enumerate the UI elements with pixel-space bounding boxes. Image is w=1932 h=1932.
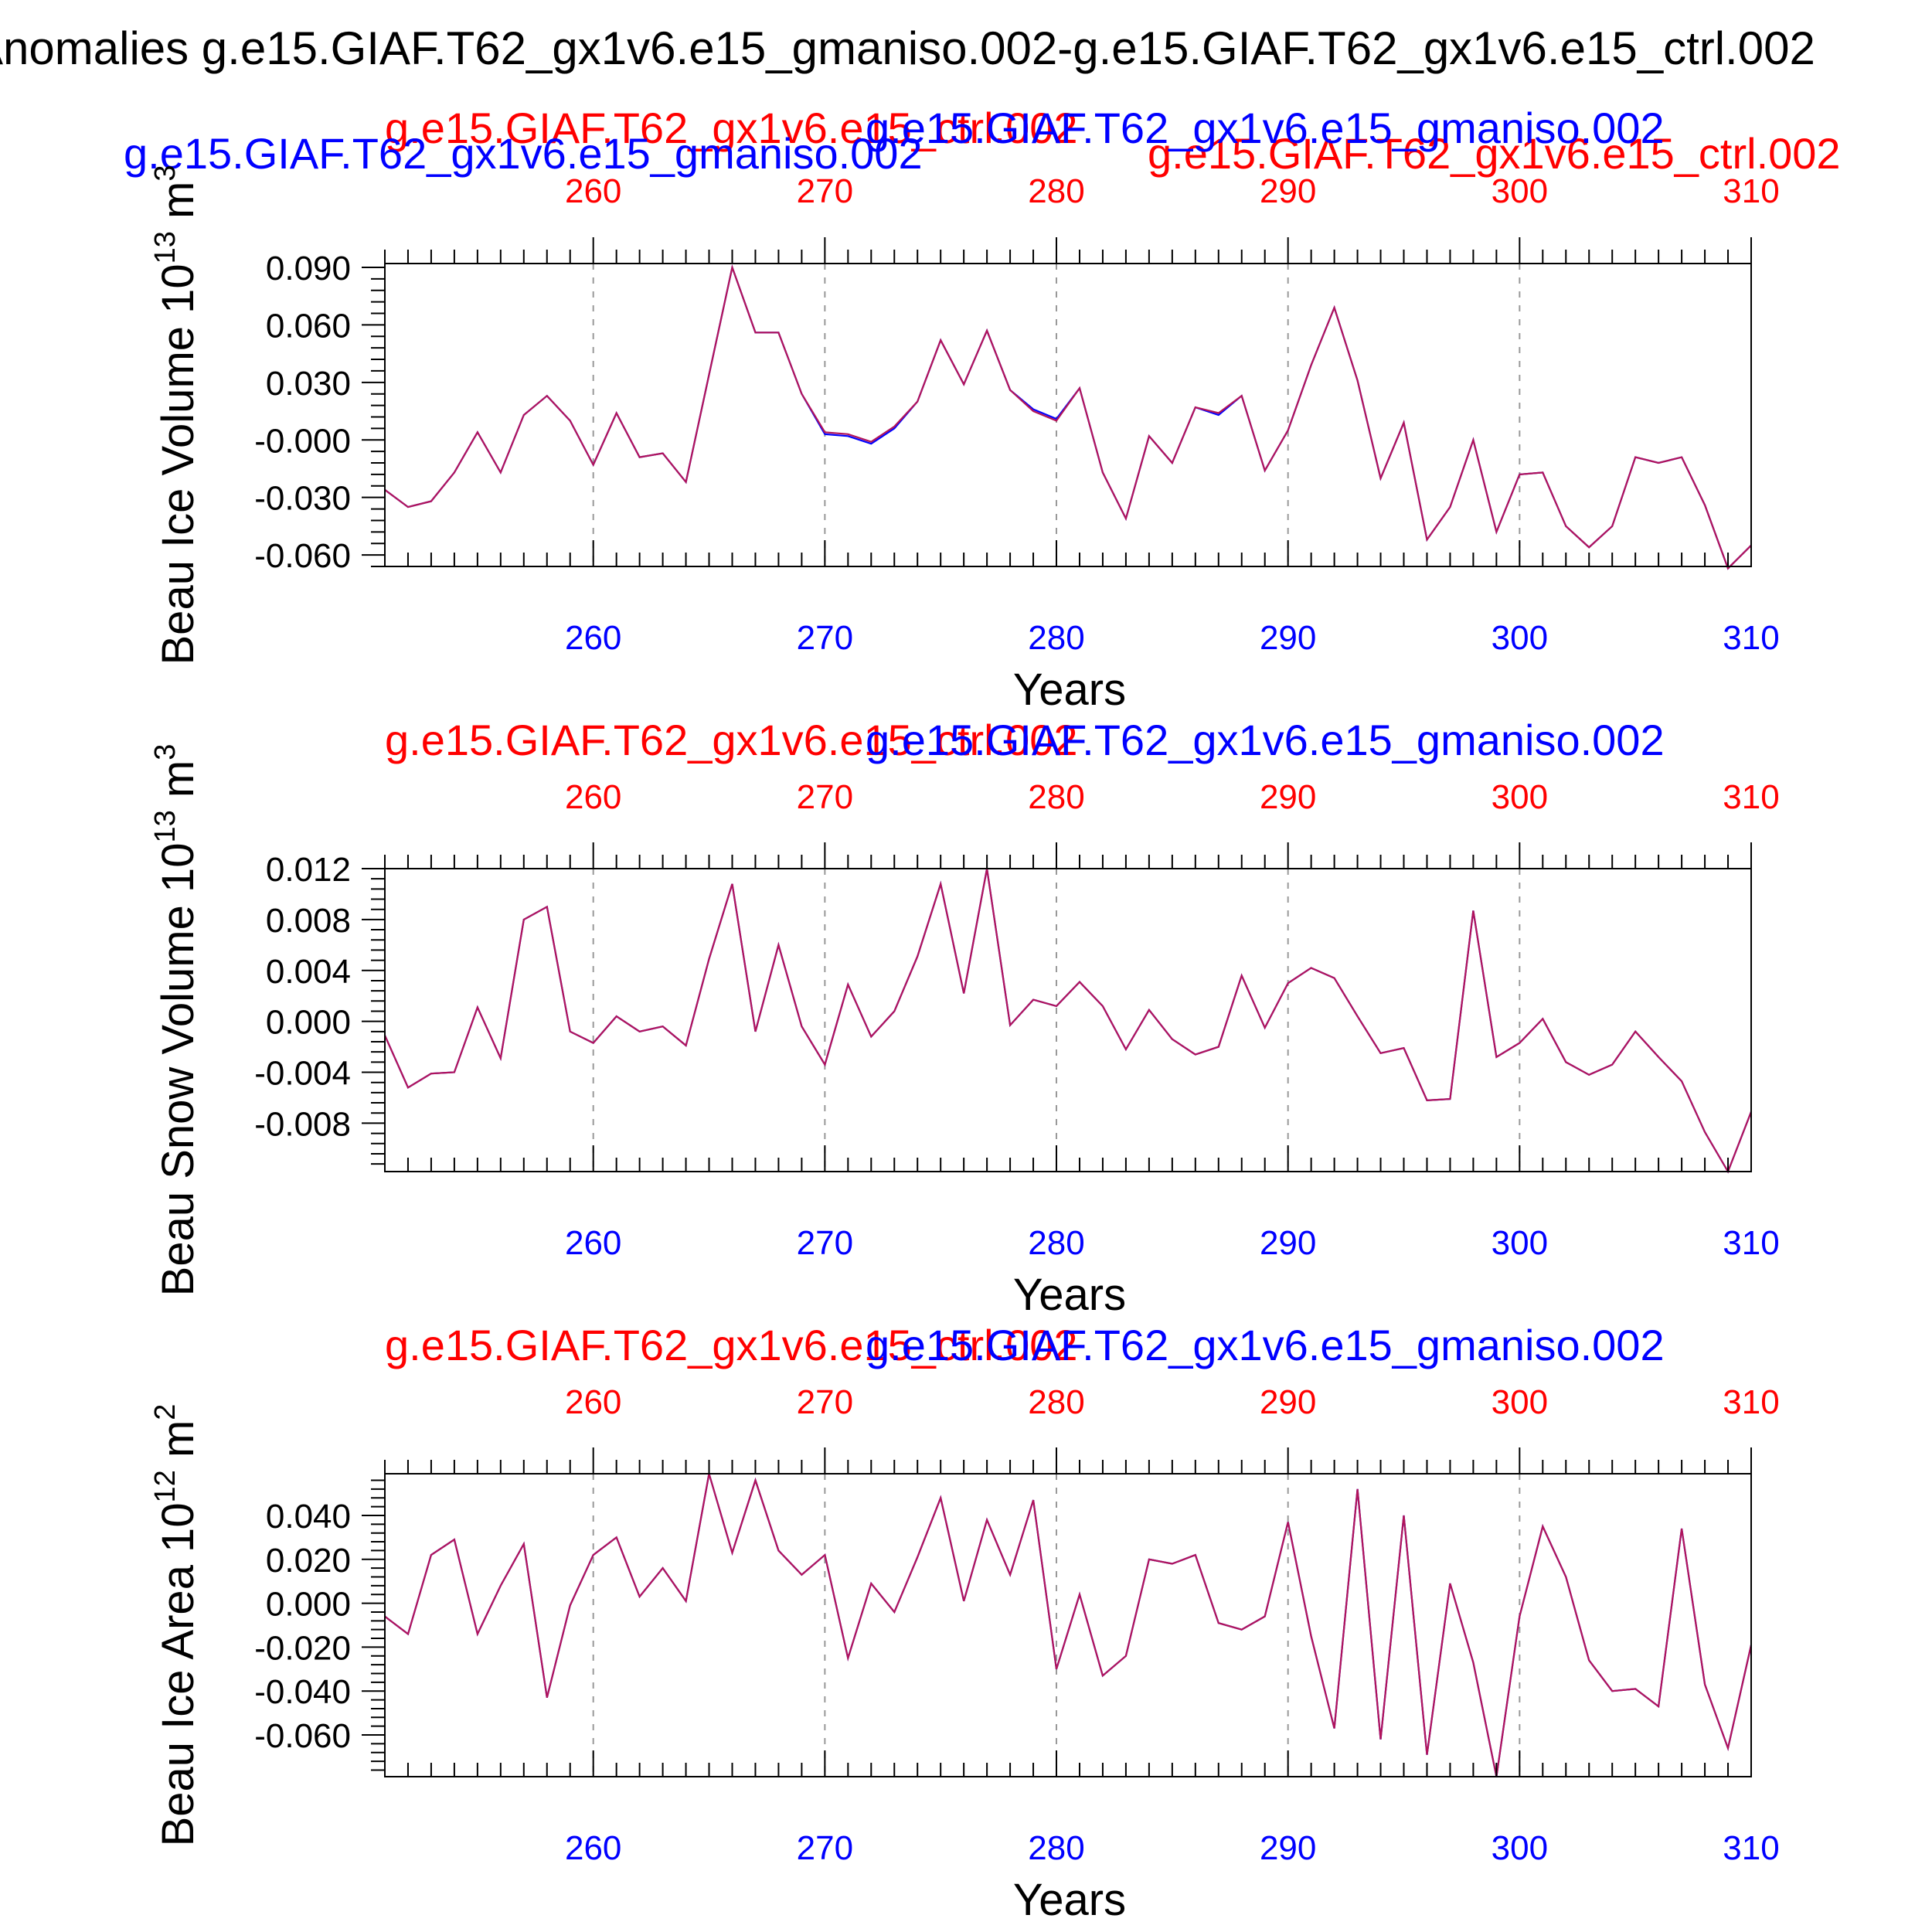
series-line-ctrl (384, 1473, 1753, 1777)
x-tick-label-top: 270 (797, 1383, 853, 1421)
y-tick-label: 0.000 (266, 1586, 351, 1624)
y-tick-label: -0.000 (254, 422, 351, 460)
x-tick-label-top: 270 (797, 778, 853, 816)
series-label-ctrl-extra: g.e15.GIAF.T62_gx1v6.e15_ctrl.002 (1148, 129, 1841, 178)
x-tick-label-top: 280 (1028, 778, 1084, 816)
x-tick-label-bottom: 270 (797, 1224, 853, 1262)
y-tick-label: 0.020 (266, 1542, 351, 1580)
x-tick-label-bottom: 290 (1260, 1224, 1316, 1262)
series-label-gmaniso: g.e15.GIAF.T62_gx1v6.e15_gmaniso.002 (124, 129, 923, 178)
y-tick-label: -0.060 (254, 537, 351, 575)
chart-panel-3: 0.040 0.020 0.000 -0.020 -0.040 -0.060 260 260 2… (149, 1321, 1780, 1925)
series-line-ctrl (383, 868, 1753, 1174)
x-tick-label-top: 290 (1260, 778, 1316, 816)
x-axis-label: Years (1013, 665, 1126, 715)
y-axis-label-exponent: 13 (149, 231, 182, 264)
y-tick-label: 0.060 (266, 307, 351, 345)
series-label-ctrl: g.e15.GIAF.T62_gx1v6.e15_ctrl.002 (385, 104, 1078, 152)
y-axis-label: Beau Snow Volume 1013 m3 (149, 744, 203, 1297)
x-tick-label-bottom: 270 (797, 1829, 853, 1867)
x-tick-label-top: 300 (1492, 778, 1548, 816)
x-tick-label-top: 310 (1723, 172, 1779, 210)
y-tick-label: -0.060 (254, 1717, 351, 1755)
y-tick-label: 0.000 (266, 1004, 351, 1042)
y-axis-label: Beau Ice Area 1012 m2 (149, 1404, 203, 1847)
series-line-ctrl (384, 264, 1752, 570)
x-tick-label-bottom: 260 (565, 1224, 621, 1262)
x-tick-label-bottom: 260 (565, 1829, 621, 1867)
x-tick-label-top: 300 (1492, 1383, 1548, 1421)
y-tick-label: 0.030 (266, 365, 351, 403)
chart-panel-2: 0.012 0.008 0.004 0.000 -0.004 -0.008 260 260 27… (149, 716, 1780, 1320)
x-tick-label-bottom: 280 (1028, 1224, 1084, 1262)
chart-panel-1: 0.090 0.060 0.030 -0.000 -0.030 -0.060 260 260 2… (124, 104, 1841, 715)
x-tick-label-bottom: 260 (565, 619, 621, 657)
x-tick-label-top: 300 (1492, 172, 1548, 210)
y-tick-label: 0.012 (266, 851, 351, 889)
y-axis-label-text: Beau Ice Area 10 (153, 1502, 203, 1846)
series-label-gmaniso: g.e15.GIAF.T62_gx1v6.e15_gmaniso.002 (866, 1321, 1665, 1369)
y-tick-label: -0.008 (254, 1105, 351, 1143)
y-tick-label: 0.090 (266, 250, 351, 287)
series-line-gmaniso (384, 264, 1752, 570)
x-tick-label-bottom: 270 (797, 619, 853, 657)
y-tick-label: -0.020 (254, 1629, 351, 1667)
y-axis-label-power: 3 (149, 165, 182, 182)
page-title: Anomalies g.e15.GIAF.T62_gx1v6.e15_gmani… (0, 22, 1815, 74)
y-axis-label-unit: m (153, 760, 203, 810)
x-tick-label-top: 260 (565, 778, 621, 816)
series-label-ctrl: g.e15.GIAF.T62_gx1v6.e15_ctrl.002 (385, 1321, 1078, 1369)
y-tick-label: -0.040 (254, 1673, 351, 1711)
x-tick-label-bottom: 300 (1492, 619, 1548, 657)
series-line-gmaniso (383, 868, 1753, 1174)
series-label-ctrl: g.e15.GIAF.T62_gx1v6.e15_ctrl.002 (385, 716, 1078, 764)
x-axis-label: Years (1013, 1875, 1126, 1925)
series-label-gmaniso: g.e15.GIAF.T62_gx1v6.e15_gmaniso.002 (866, 716, 1665, 764)
plot-frame (384, 868, 1752, 1172)
x-tick-label-top: 310 (1723, 778, 1779, 816)
y-tick-label: 0.040 (266, 1498, 351, 1536)
x-tick-label-bottom: 290 (1260, 1829, 1316, 1867)
x-tick-label-bottom: 290 (1260, 619, 1316, 657)
y-axis-label-exponent: 13 (149, 810, 182, 842)
x-tick-label-bottom: 300 (1492, 1829, 1548, 1867)
y-axis-label-unit: m (153, 182, 203, 231)
x-tick-label-top: 280 (1028, 1383, 1084, 1421)
x-tick-label-top: 310 (1723, 1383, 1779, 1421)
x-tick-label-bottom: 280 (1028, 619, 1084, 657)
x-tick-label-top: 270 (797, 172, 853, 210)
series-label-gmaniso-extra: g.e15.GIAF.T62_gx1v6.e15_gmaniso.002 (866, 104, 1665, 152)
x-tick-label-bottom: 310 (1723, 1224, 1779, 1262)
x-tick-label-bottom: 310 (1723, 1829, 1779, 1867)
x-tick-label-top: 260 (565, 172, 621, 210)
y-axis-label: Beau Ice Volume 1013 m3 (149, 165, 203, 665)
x-tick-label-bottom: 280 (1028, 1829, 1084, 1867)
y-tick-label: 0.008 (266, 902, 351, 940)
y-axis-label-power: 3 (149, 744, 182, 760)
plot-frame (384, 263, 1752, 567)
y-axis-label-power: 2 (149, 1404, 182, 1420)
x-tick-label-top: 290 (1260, 172, 1316, 210)
x-tick-label-bottom: 310 (1723, 619, 1779, 657)
x-axis-label: Years (1013, 1270, 1126, 1320)
y-axis-label-text: Beau Snow Volume 10 (153, 843, 203, 1297)
y-tick-label: -0.004 (254, 1055, 351, 1093)
x-tick-label-top: 290 (1260, 1383, 1316, 1421)
y-axis-label-exponent: 12 (149, 1470, 182, 1502)
series-line-gmaniso (384, 1473, 1753, 1777)
x-tick-label-bottom: 300 (1492, 1224, 1548, 1262)
x-tick-label-top: 260 (565, 1383, 621, 1421)
x-tick-label-top: 280 (1028, 172, 1084, 210)
y-axis-label-unit: m (153, 1420, 203, 1470)
y-axis-label-text: Beau Ice Volume 10 (153, 264, 203, 665)
y-tick-label: 0.004 (266, 953, 351, 991)
plot-frame (384, 1473, 1752, 1777)
y-tick-label: -0.030 (254, 480, 351, 518)
